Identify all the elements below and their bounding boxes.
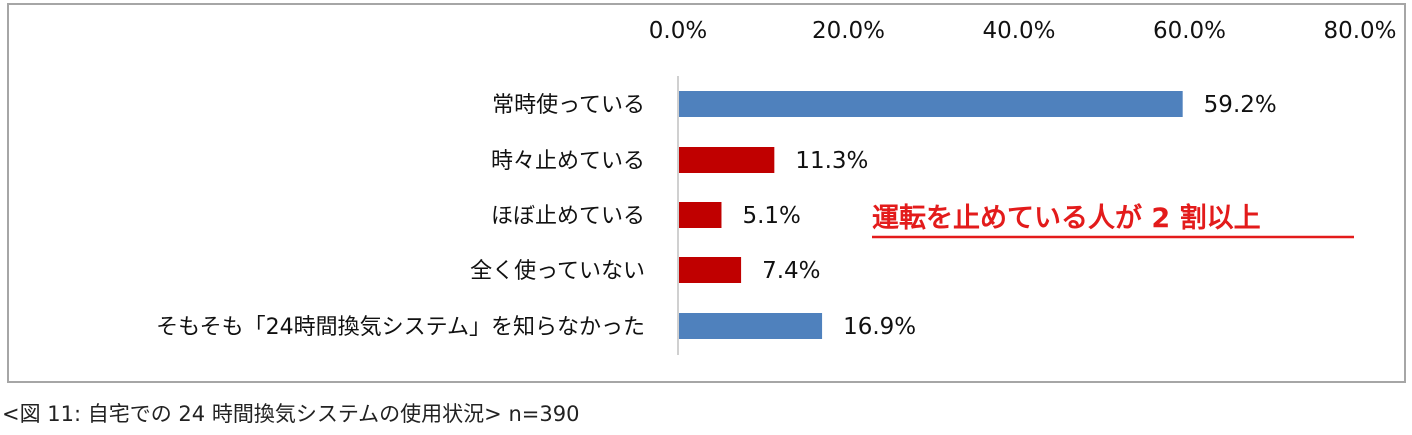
data-label: 5.1% (742, 203, 800, 229)
data-label: 11.3% (795, 148, 868, 174)
x-tick-label: 80.0% (1323, 18, 1396, 44)
category-label: 全く使っていない (470, 259, 645, 284)
figure-caption: <図 11: 自宅での 24 時間換気システムの使用状況> n=390 (2, 402, 580, 426)
bar (679, 202, 722, 228)
category-label: そもそも「24時間換気システム」を知らなかった (156, 315, 645, 340)
bar (679, 91, 1183, 117)
bar (679, 147, 775, 173)
category-label: 時々止めている (491, 149, 645, 174)
x-tick-label: 0.0% (649, 18, 707, 44)
x-tick-label: 40.0% (982, 18, 1055, 44)
annotation-text: 運転を止めている人が 2 割以上 (872, 202, 1261, 234)
category-label: 常時使っている (492, 93, 645, 118)
bar (679, 313, 823, 339)
data-label: 7.4% (762, 258, 820, 284)
data-label: 59.2% (1204, 92, 1277, 118)
category-label: ほぼ止めている (491, 204, 645, 229)
x-tick-label: 60.0% (1153, 18, 1226, 44)
x-tick-label: 20.0% (812, 18, 885, 44)
bar (679, 257, 742, 283)
data-label: 16.9% (843, 314, 916, 340)
